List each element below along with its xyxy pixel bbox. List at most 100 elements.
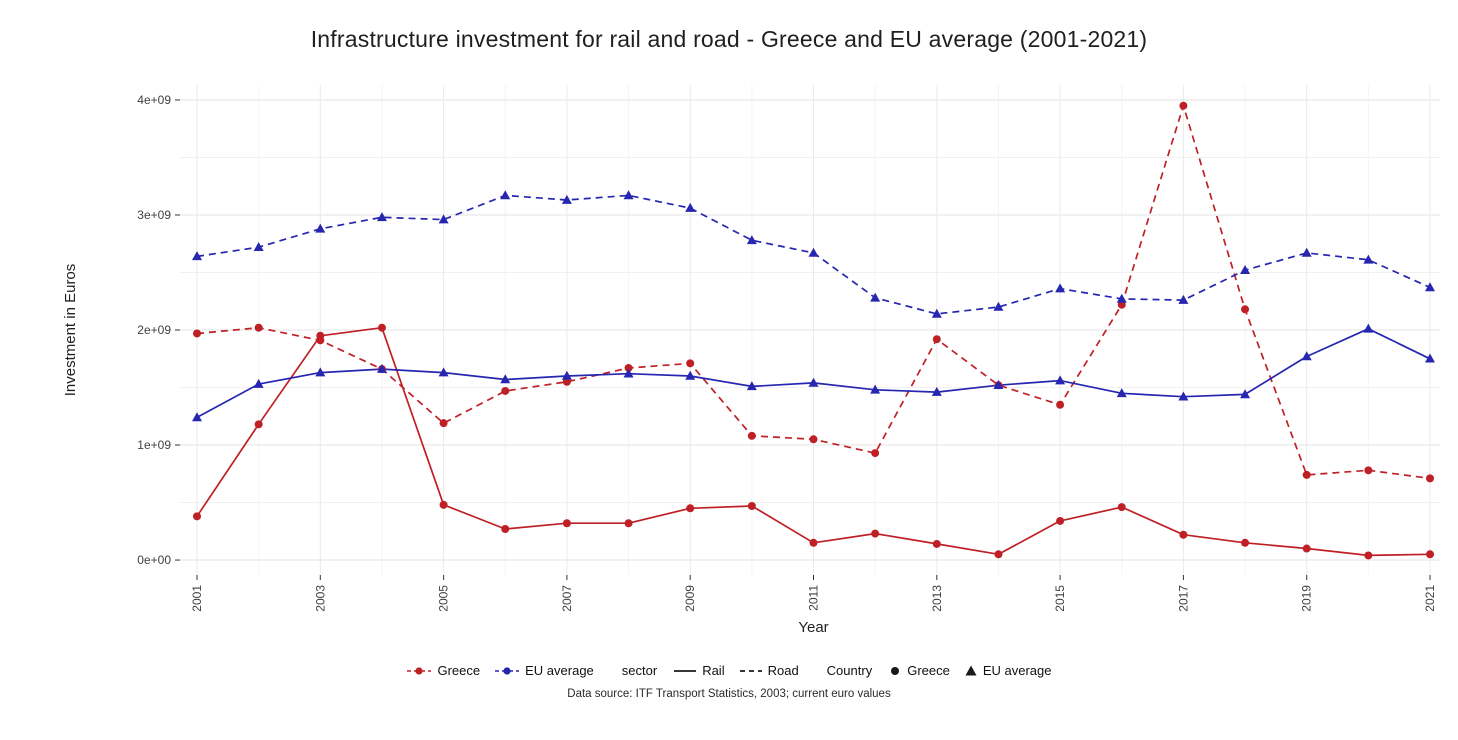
data-point-eu-road [931,308,942,318]
data-point-eu-road [438,214,449,224]
legend-item-rail: Rail [673,663,725,678]
line-chart: 0e+00 1e+09 2e+09 3e+09 4e+09 2001 2003 2005 200… [62,85,1440,636]
data-point-greece-road [1364,466,1373,475]
data-point-greece-road [624,363,633,372]
data-point-eu-road [623,190,634,200]
eu-color-key-icon [495,666,520,675]
data-point-eu-rail [746,381,757,391]
data-point-eu-road [993,301,1004,311]
data-point-eu-road [1240,264,1251,274]
data-point-eu-rail [1363,323,1374,333]
legend-item-road: Road [739,663,799,678]
data-point-eu-rail [1240,389,1251,399]
data-point-eu-rail [1178,391,1189,401]
legend-label-eu: EU average [525,663,594,678]
data-point-greece-road [501,386,510,395]
legend-item-greece-color: Greece [406,663,480,678]
data-point-greece-rail [1179,530,1188,539]
data-point-greece-rail [377,323,386,332]
chart-title: Infrastructure investment for rail and r… [310,26,1148,52]
data-point-eu-road [1301,247,1312,257]
legend-country-title: Country [826,663,873,678]
data-point-greece-rail [439,500,448,509]
legend-label-country-greece: Greece [907,663,950,678]
data-point-eu-road [1055,283,1066,293]
data-point-eu-rail [993,380,1004,390]
x-tick-label: 2015 [1053,585,1067,612]
data-point-eu-rail [808,377,819,387]
data-point-eu-road [808,247,819,257]
greece-color-key-icon [407,666,432,675]
data-point-greece-road [932,335,941,344]
x-tick-label: 2009 [683,585,697,612]
data-point-eu-road [1425,282,1435,292]
data-point-greece-road [1179,101,1188,110]
data-point-greece-rail [809,538,818,547]
data-point-eu-rail [438,367,449,377]
x-tick-label: 2003 [313,585,327,612]
y-axis-label: Investment in Euros [62,264,79,397]
x-tick-label: 2011 [807,585,821,611]
data-point-eu-road [253,241,264,251]
data-point-greece-road [439,419,448,428]
x-tick-label: 2007 [560,585,574,612]
legend-label-rail: Rail [702,663,725,678]
legend-label-country-eu: EU average [982,663,1052,678]
data-point-greece-road [809,435,818,444]
data-point-eu-rail [1425,353,1435,363]
x-axis-label: Year [798,619,828,636]
data-point-eu-rail [1301,351,1312,361]
data-point-eu-rail [192,412,202,422]
data-point-greece-road [1241,305,1250,314]
y-tick-label: 3e+09 [137,208,171,222]
data-point-eu-road [500,190,511,200]
road-dashed-line-key-icon [739,669,762,672]
data-point-greece-rail [562,519,571,528]
data-point-greece-rail [1056,516,1065,525]
data-point-greece-rail [747,501,756,510]
y-tick-label: 1e+09 [137,438,171,452]
data-point-eu-rail [253,378,264,388]
x-tick-label: 2005 [437,585,451,612]
data-point-eu-rail [870,384,881,394]
data-point-greece-rail [686,504,695,513]
data-point-greece-rail [994,550,1003,559]
data-point-greece-rail [624,519,633,528]
data-point-eu-road [192,251,202,261]
y-tick-label: 2e+09 [137,323,171,337]
data-point-eu-rail [1116,388,1127,398]
triangle-marker-key-icon [965,665,977,675]
data-point-greece-rail [501,524,510,533]
data-point-greece-road [254,323,263,332]
data-point-eu-road [746,235,757,245]
data-point-greece-rail [1241,538,1250,547]
circle-marker-key-icon [891,666,900,675]
data-source-caption: Data source: ITF Transport Statistics, 2… [567,688,891,700]
data-point-eu-road [870,292,881,302]
data-point-eu-road [1363,254,1374,264]
data-point-eu-road [1116,293,1127,303]
data-point-eu-road [376,212,387,222]
data-point-eu-rail [315,367,326,377]
data-point-eu-rail [1055,375,1066,385]
data-point-greece-rail [932,539,941,548]
legend-sector-title: sector [621,663,658,678]
y-tick-label: 4e+09 [137,93,171,107]
data-point-eu-rail [623,368,634,378]
data-point-greece-road [1426,474,1434,483]
legend-item-country-eu: EU average [964,663,1052,678]
y-tick-label: 0e+00 [137,553,171,567]
data-point-eu-road [315,223,326,233]
x-tick-label: 2013 [930,585,944,612]
legend-item-country-greece: Greece [888,663,950,678]
x-tick-label: 2021 [1423,585,1437,612]
data-point-greece-road [1056,400,1065,409]
data-point-greece-rail [1426,550,1434,559]
legend-item-eu-color: EU average [494,663,594,678]
data-point-greece-rail [254,420,263,429]
data-point-eu-rail [561,370,572,380]
data-point-greece-road [316,336,325,345]
data-point-eu-road [685,202,696,212]
data-point-greece-road [871,449,880,458]
